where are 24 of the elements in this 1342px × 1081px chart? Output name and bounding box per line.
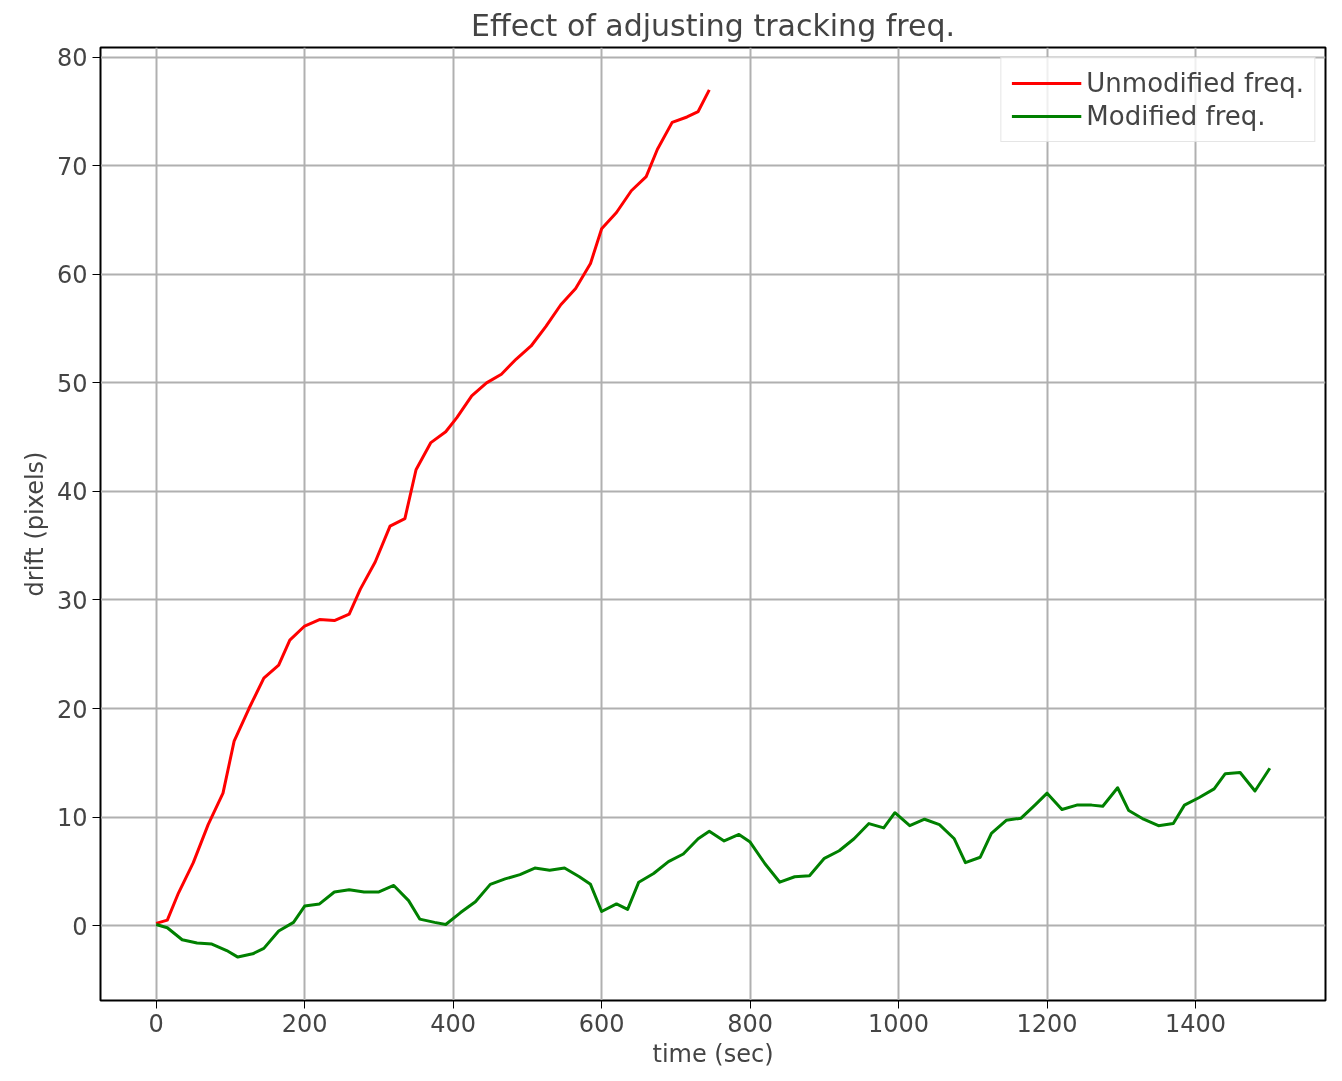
x-tick-label: 800: [727, 1009, 774, 1038]
y-axis-title: drift (pixels): [20, 451, 49, 597]
legend-label: Unmodified freq.: [1086, 68, 1304, 98]
x-axis-title: time (sec): [652, 1039, 774, 1068]
x-tick-label: 1400: [1165, 1009, 1227, 1038]
x-tick-label: 1200: [1016, 1009, 1078, 1038]
y-tick-label: 80: [56, 44, 88, 73]
line-series: [154, 766, 1272, 959]
legend-label: Modified freq.: [1086, 101, 1266, 131]
y-tick-label: 70: [56, 152, 88, 181]
y-tick-label: 40: [56, 478, 88, 507]
x-tick-label: 400: [430, 1009, 477, 1038]
y-tick-label: 20: [56, 695, 88, 724]
chart-title: Effect of adjusting tracking freq.: [471, 7, 955, 43]
x-tick-label: 1000: [868, 1009, 930, 1038]
y-tick-label: 50: [56, 369, 88, 398]
y-tick-label: 0: [72, 912, 88, 941]
x-tick-label: 600: [578, 1009, 625, 1038]
line-series: [154, 88, 711, 925]
y-tick-label: 60: [56, 261, 88, 290]
x-tick-label: 0: [148, 1009, 164, 1038]
y-tick-label: 30: [56, 586, 88, 615]
x-tick-label: 200: [281, 1009, 328, 1038]
y-tick-label: 10: [56, 804, 88, 833]
